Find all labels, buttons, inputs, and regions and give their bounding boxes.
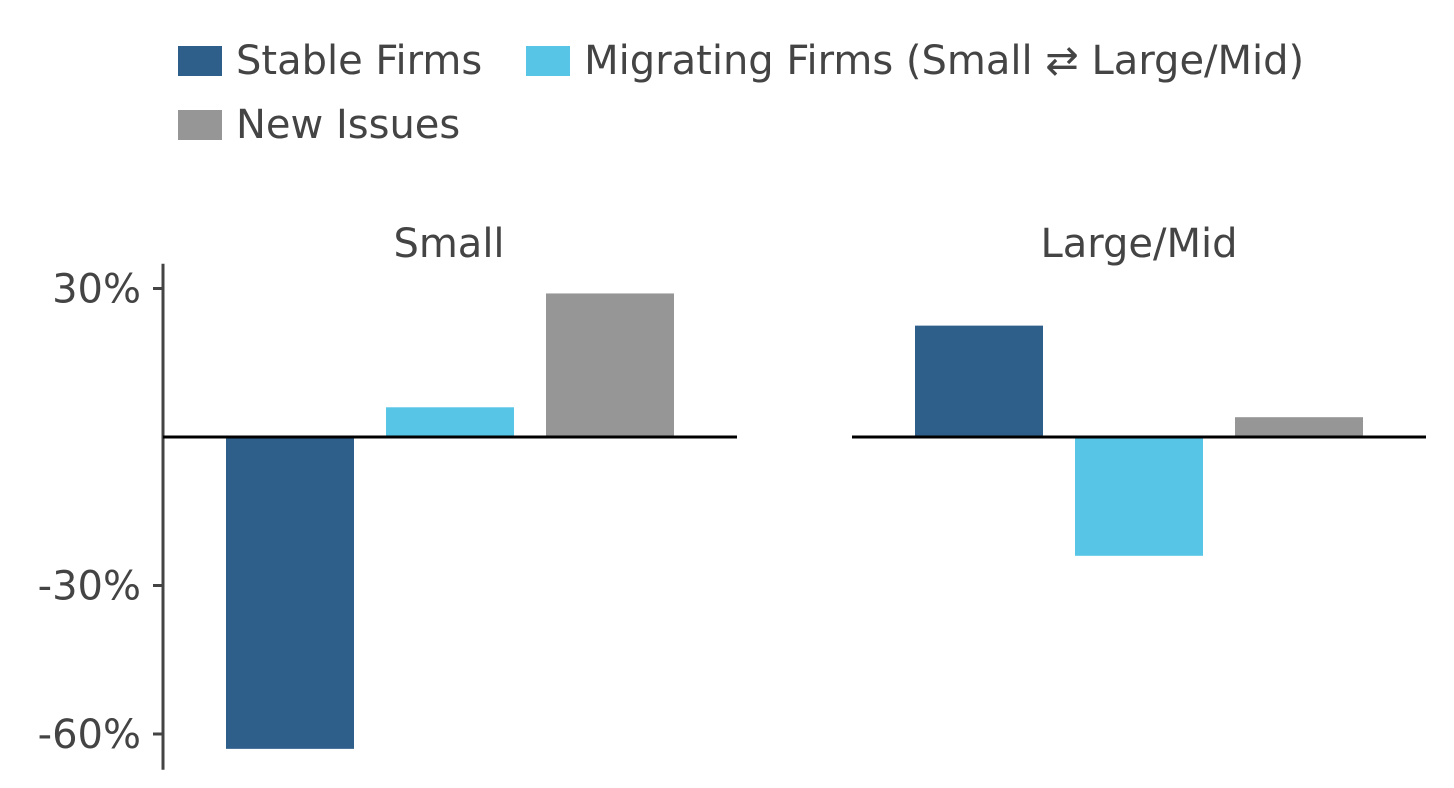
bar [1075,437,1203,556]
bar [226,437,354,749]
bar [915,325,1043,437]
legend-label-stable-firms: Stable Firms [236,38,483,84]
legend-label-new-issues: New Issues [236,102,461,148]
legend-item-new-issues: New Issues [178,102,460,148]
y-tick-label: 30% [52,267,141,313]
bar [546,293,674,437]
legend-swatch-new-issues [178,110,222,140]
legend: Stable Firms Migrating Firms (Small ⇄ La… [178,38,1398,148]
y-tick-label: -60% [38,712,141,758]
legend-swatch-stable-firms [178,46,222,76]
legend-item-stable-firms: Stable Firms [178,38,482,84]
legend-label-migrating-firms: Migrating Firms (Small ⇄ Large/Mid) [584,38,1305,84]
y-tick-label: -30% [38,564,141,610]
legend-item-migrating-firms: Migrating Firms (Small ⇄ Large/Mid) [526,38,1304,84]
panel-title: Large/Mid [1040,221,1237,267]
legend-swatch-migrating-firms [526,46,571,76]
panel-title: Small [393,221,504,267]
bar [386,407,514,437]
bar [1235,417,1363,437]
